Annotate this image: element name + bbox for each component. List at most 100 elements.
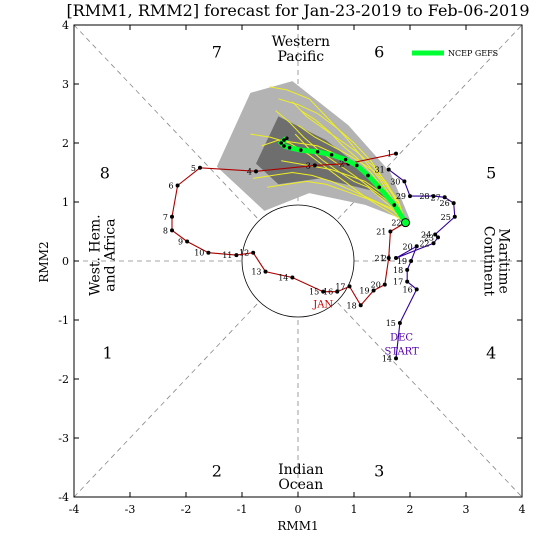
x-tick-label: 3 (463, 503, 470, 516)
diagonal-guide-line (73, 302, 259, 498)
point-day-label: 8 (163, 226, 168, 235)
observed-point (451, 201, 456, 206)
forecast-point (285, 136, 289, 141)
observed-point (335, 289, 340, 294)
ensemble-member-line (275, 110, 406, 223)
phase-number-label: 5 (486, 164, 496, 183)
point-day-label: 5 (191, 164, 196, 173)
point-day-label: 18 (347, 301, 357, 310)
observed-point (452, 214, 457, 219)
phase-number-label: 1 (103, 343, 113, 362)
point-day-label: 17 (335, 282, 345, 291)
region-label-line: Maritime (495, 228, 511, 294)
point-day-label: 12 (239, 249, 249, 258)
observed-point (394, 356, 398, 361)
y-tick-label: 4 (62, 19, 69, 32)
month-label: START (384, 347, 419, 358)
observed-point (263, 269, 268, 274)
legend-label: NCEP GEFS (448, 49, 498, 58)
forecast-point (377, 185, 382, 190)
observed-point (397, 320, 402, 325)
observed-point (402, 179, 407, 184)
phase-number-label: 2 (212, 461, 222, 480)
forecast-start-marker (401, 218, 411, 228)
phase-number-label: 8 (100, 164, 110, 183)
forecast-point (279, 141, 284, 145)
point-day-label: 16 (323, 288, 333, 297)
x-tick-label: -1 (237, 503, 248, 516)
observed-point (386, 167, 391, 172)
observed-point (414, 244, 419, 249)
point-day-label: 20 (403, 242, 413, 251)
point-day-label: 25 (441, 213, 451, 222)
x-tick-label: -4 (69, 503, 80, 516)
phase-number-label: 6 (374, 43, 384, 62)
ensemble-member-line (292, 101, 406, 223)
forecast-point (299, 148, 303, 152)
month-label: DEC (390, 333, 413, 344)
ensemble-member-line (267, 180, 406, 223)
x-tick-label: 1 (351, 503, 358, 516)
ensemble-member-line (269, 86, 406, 223)
y-tick-label: -2 (58, 373, 69, 386)
phase-number-label: 4 (486, 343, 496, 362)
point-day-label: 29 (396, 192, 406, 201)
observed-point (394, 256, 398, 261)
forecast-point (282, 138, 286, 142)
observed-point (409, 259, 414, 263)
region-label-line: Indian (278, 462, 323, 478)
x-axis-label: RMM1 (277, 519, 318, 533)
point-day-label: 27 (431, 193, 441, 202)
observed-point (251, 250, 256, 255)
region-label-line: Pacific (277, 49, 324, 65)
forecast-point (355, 163, 359, 168)
observed-point (442, 195, 447, 200)
point-day-label: 7 (163, 213, 168, 222)
forecast-point (282, 144, 286, 148)
ensemble-member-line (278, 98, 406, 223)
observed-point (414, 287, 419, 292)
observed-point (170, 214, 174, 219)
ensemble-member-line (253, 171, 406, 223)
plot-area: 1415161718192021222324252627282930311234… (58, 19, 525, 516)
point-day-label: 22 (419, 239, 429, 248)
observed-point (321, 289, 326, 294)
y-tick-label: 0 (62, 255, 69, 268)
point-day-label: 13 (251, 268, 261, 277)
point-day-label: 21 (375, 254, 385, 263)
point-day-label: 22 (391, 219, 401, 228)
point-day-label: 15 (309, 288, 319, 297)
region-label-line: West. Hem. (88, 214, 104, 295)
y-tick-label: -1 (58, 314, 69, 327)
observed-point (433, 232, 438, 237)
observed-point (347, 284, 352, 289)
point-day-label: 9 (178, 238, 183, 247)
point-day-label: 19 (359, 287, 369, 296)
observed-point (394, 151, 398, 156)
point-day-label: 4 (247, 167, 252, 176)
y-axis-label: RMM2 (37, 241, 51, 282)
point-day-label: 14 (278, 274, 288, 283)
point-day-label: 17 (393, 278, 403, 287)
observed-path-line (388, 169, 456, 359)
y-tick-label: 1 (62, 196, 69, 209)
ensemble-member-line (250, 133, 406, 224)
observed-point (206, 250, 211, 255)
point-day-label: 31 (375, 166, 385, 175)
observed-point (382, 282, 387, 287)
y-tick-label: 3 (62, 78, 69, 91)
observed-point (431, 194, 436, 199)
region-label-line: Western (272, 34, 330, 50)
observed-point (358, 303, 363, 308)
observed-point (234, 253, 239, 258)
point-day-label: 28 (419, 192, 429, 201)
diagonal-guide-line (73, 24, 259, 220)
phase-number-label: 7 (212, 43, 222, 62)
observed-point (388, 229, 393, 234)
point-day-label: 20 (371, 281, 381, 290)
point-day-label: 6 (169, 181, 174, 190)
region-label-line: Continent (480, 226, 496, 297)
point-day-label: 3 (306, 161, 311, 170)
